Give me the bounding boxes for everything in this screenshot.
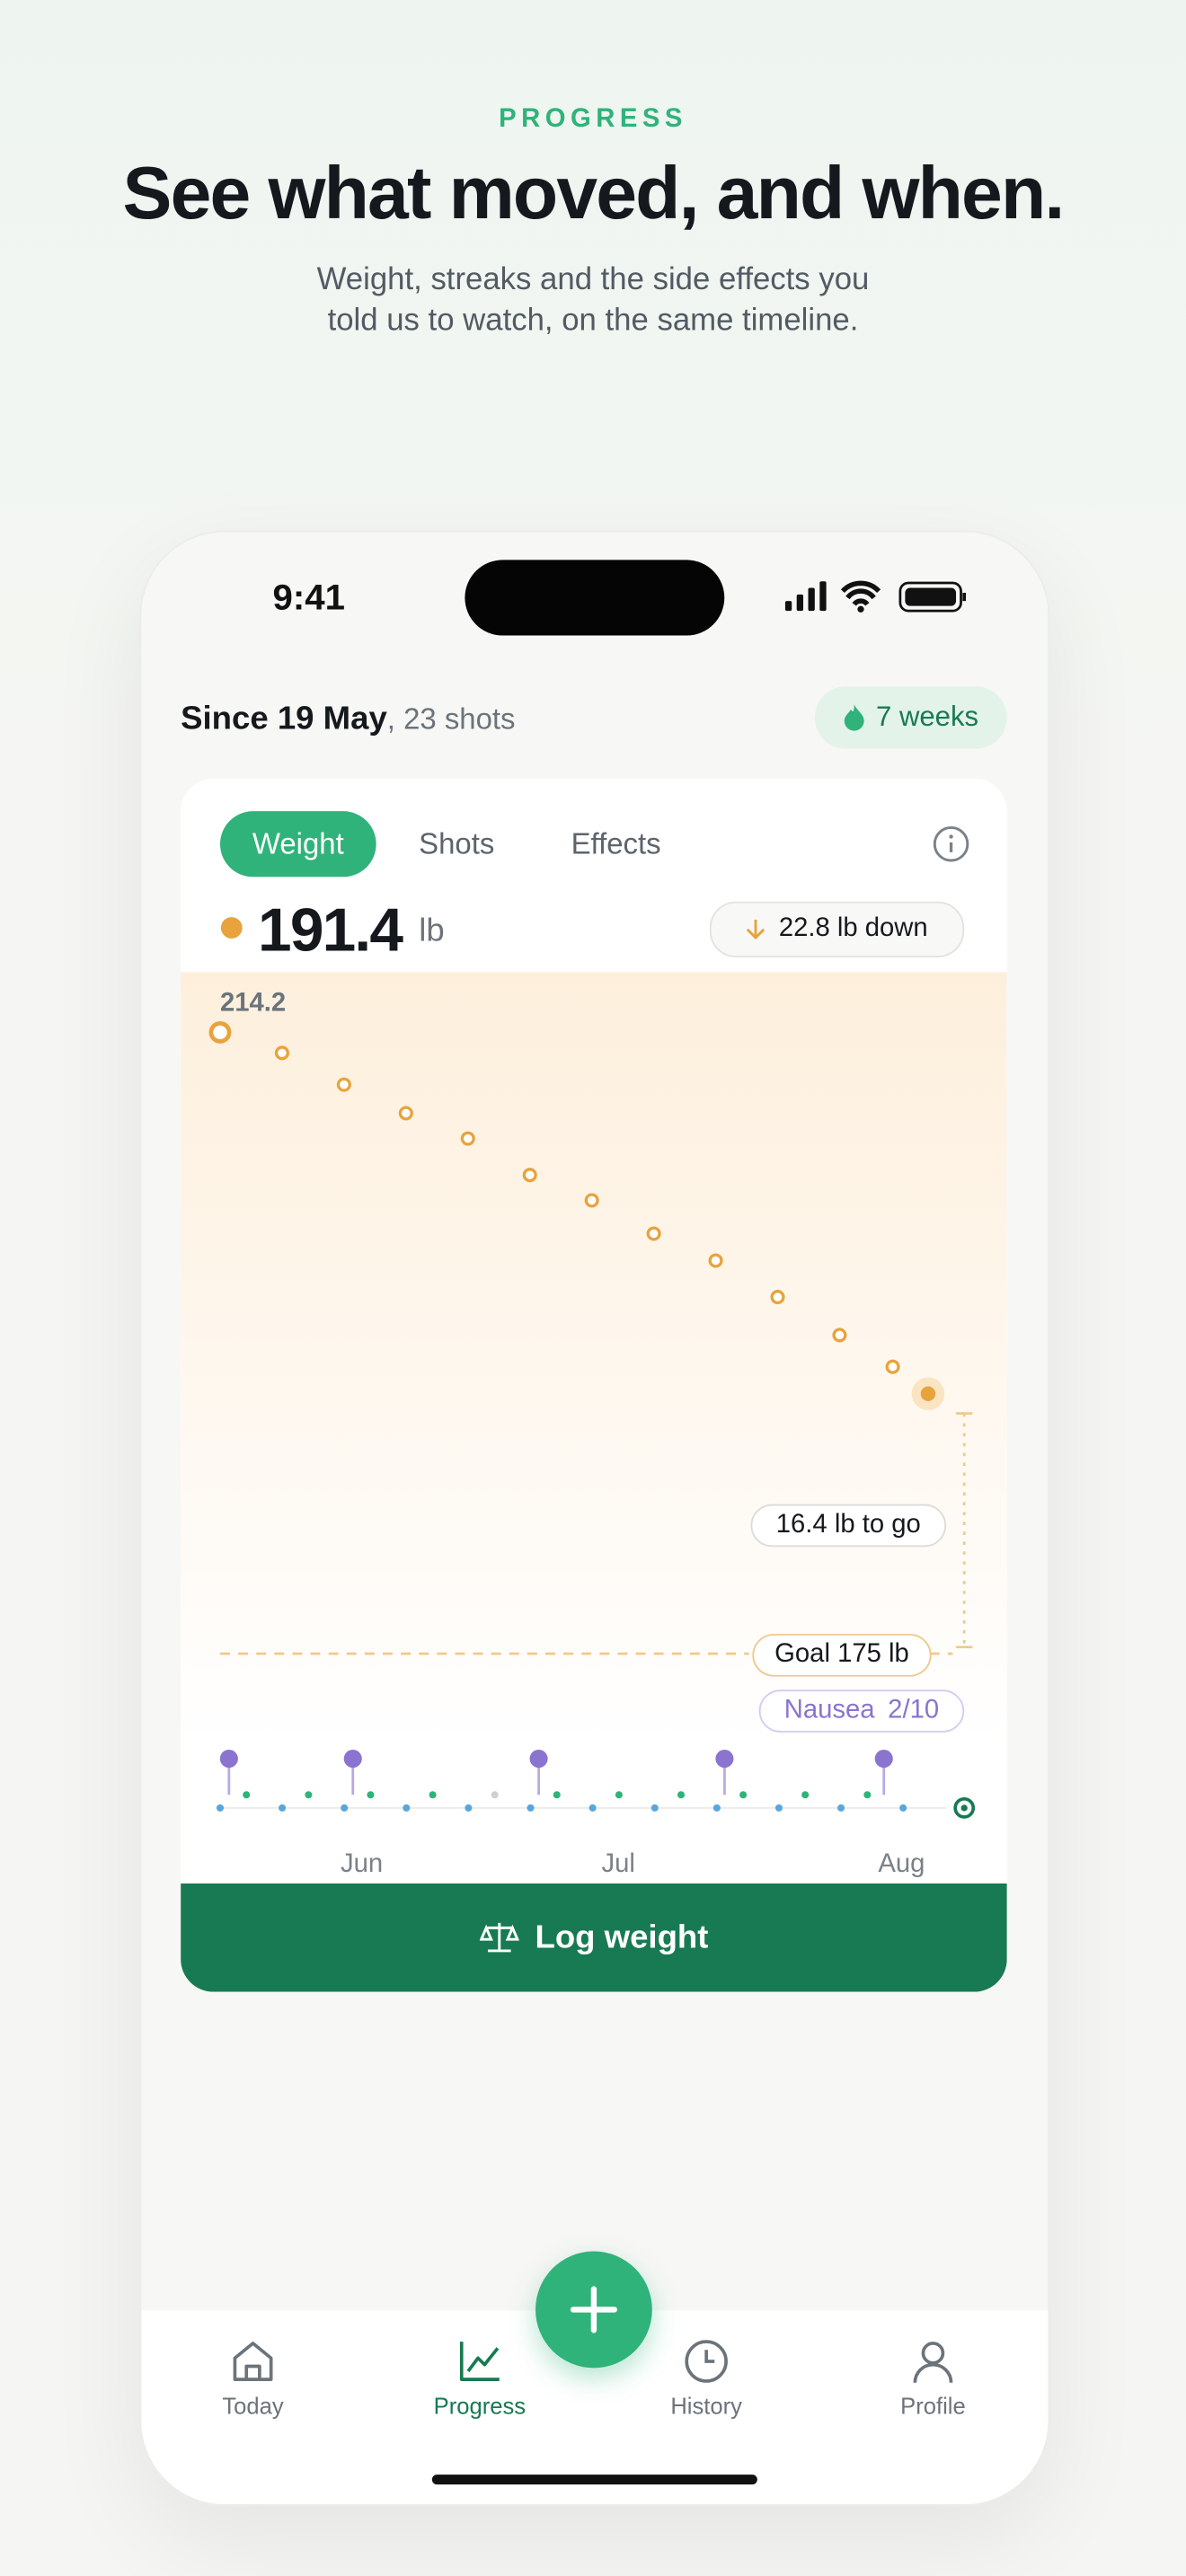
weight-point	[336, 1077, 351, 1092]
weight-point	[646, 1226, 661, 1241]
subtitle: Weight, streaks and the side effects you…	[316, 262, 870, 339]
since-date: Since 19 May	[181, 701, 387, 737]
plus-icon	[570, 2286, 617, 2333]
since-label: Since 19 May, 23 shots	[181, 701, 515, 739]
status-icons	[784, 580, 967, 613]
effect-name: Nausea	[783, 1696, 875, 1725]
change-badge: 22.8 lb down	[709, 901, 965, 957]
effect-pin	[874, 1750, 893, 1769]
home-indicator	[431, 2475, 757, 2485]
weight-point	[398, 1106, 413, 1121]
weight-point	[584, 1193, 599, 1208]
weight-point	[460, 1131, 475, 1146]
effect-pin	[715, 1750, 734, 1769]
tab-bar: Today Progress History Profile	[141, 2310, 1049, 2505]
timeline-dot	[712, 1804, 721, 1812]
timeline-dot	[801, 1791, 810, 1799]
timeline-dot	[279, 1804, 287, 1812]
nav-item[interactable]: Progress	[397, 2337, 562, 2419]
weight-unit: lb	[419, 913, 445, 949]
arrow-down	[747, 919, 766, 940]
to-go-pill: 16.4 lb to go	[750, 1504, 947, 1548]
nav-label: Today	[222, 2392, 284, 2420]
phone: 9:41 Since 19 May, 23 shots 7 weeks Weig…	[139, 530, 1050, 2506]
weight-point	[832, 1328, 847, 1343]
timeline-dot	[216, 1804, 225, 1812]
start-label: 214.2	[220, 989, 286, 1018]
streak-text: 7 weeks	[876, 701, 979, 733]
timeline-dot	[403, 1804, 411, 1812]
timeline-dot	[553, 1791, 561, 1799]
timeline-dot	[243, 1791, 251, 1799]
effect-score: 2/10	[888, 1696, 940, 1725]
scale-icon	[479, 1922, 519, 1953]
timeline-dot	[465, 1804, 473, 1812]
effect-pin	[529, 1750, 548, 1769]
x-tick-label: Aug	[878, 1849, 925, 1878]
chart: 214.2 Jun Jul Aug	[208, 989, 976, 1878]
weight-point	[920, 1386, 936, 1401]
timeline-dot	[615, 1791, 623, 1799]
timeline-dot	[429, 1791, 437, 1799]
status-time: 9:41	[272, 576, 346, 618]
timeline-dot	[774, 1804, 783, 1812]
weight-point	[522, 1168, 537, 1183]
tab[interactable]: Shots	[419, 826, 495, 860]
timeline-dot	[367, 1791, 375, 1799]
nav-item[interactable]: History	[624, 2337, 789, 2419]
streak-badge[interactable]: 7 weeks	[814, 686, 1007, 749]
timeline-dot	[589, 1804, 597, 1812]
log-weight-button[interactable]: Log weight	[181, 1883, 1007, 1992]
add-button[interactable]	[535, 2251, 652, 2369]
timeline-dot	[677, 1791, 686, 1799]
effect-pin	[343, 1750, 362, 1769]
x-tick-label: Jun	[341, 1849, 383, 1878]
timeline-dot	[899, 1804, 907, 1812]
nav-label: Progress	[433, 2392, 527, 2420]
info-icon[interactable]	[932, 825, 971, 864]
nav-item[interactable]: Profile	[851, 2337, 1015, 2419]
weight-point	[274, 1045, 289, 1061]
timeline-dot	[305, 1791, 313, 1799]
effect-pill: Nausea 2/10	[758, 1689, 965, 1733]
weight-point	[708, 1253, 723, 1268]
timeline-dot	[527, 1804, 535, 1812]
eyebrow: PROGRESS	[499, 105, 687, 134]
shot-count: , 23 shots	[386, 702, 516, 737]
tab[interactable]: Weight	[219, 811, 376, 878]
timeline-dot	[341, 1804, 349, 1812]
tab[interactable]: Effects	[571, 826, 661, 860]
timeline-dot	[837, 1804, 845, 1812]
timeline-dot	[491, 1791, 499, 1799]
today-marker-core	[960, 1804, 968, 1812]
clock-icon	[685, 2340, 728, 2383]
timeline-dot	[739, 1791, 748, 1799]
change-text: 22.8 lb down	[778, 914, 928, 943]
series-dot	[220, 917, 243, 939]
nav-label: Profile	[900, 2392, 966, 2420]
effect-pin	[219, 1750, 238, 1769]
action-label: Log weight	[535, 1919, 709, 1955]
nav-item[interactable]: Today	[171, 2337, 335, 2419]
headline: See what moved, and when.	[122, 151, 1066, 235]
x-tick-label: Jul	[602, 1849, 635, 1878]
dynamic-island	[465, 560, 725, 636]
weight-card: Weight Shots Effects 191.4 lb 22.8 lb do…	[181, 778, 1007, 1992]
home-icon	[233, 2342, 273, 2381]
nav-label: History	[670, 2392, 742, 2420]
flame-icon	[845, 704, 865, 731]
goal-pill: Goal 175 lb	[752, 1634, 932, 1677]
chart-area: 214.2 Jun Jul Aug 16.4 lb to go Goal 175 lb…	[181, 972, 1007, 1885]
timeline-dot	[651, 1804, 659, 1812]
timeline-dot	[863, 1791, 872, 1799]
person-icon	[913, 2342, 953, 2383]
weight-point	[770, 1290, 785, 1305]
current-weight: 191.4	[258, 896, 403, 965]
weight-point	[208, 1020, 232, 1044]
chart-icon	[459, 2342, 500, 2381]
weight-point	[885, 1359, 900, 1374]
